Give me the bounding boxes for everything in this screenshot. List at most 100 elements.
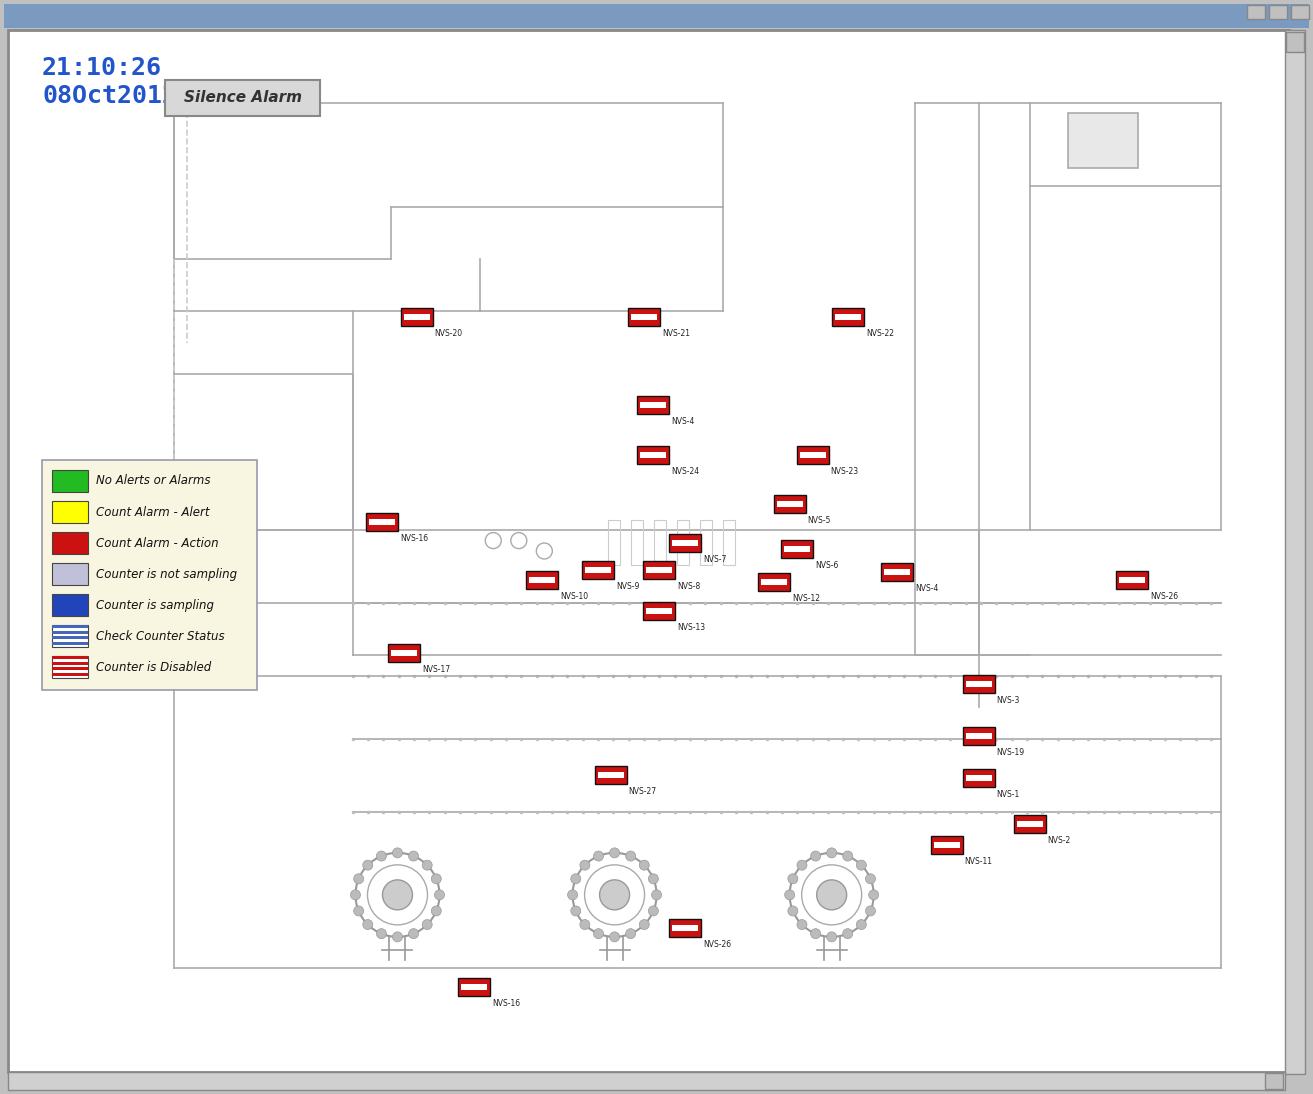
- Bar: [461, 984, 487, 990]
- Text: NVS-26: NVS-26: [702, 940, 731, 950]
- Text: NVS-7: NVS-7: [702, 555, 726, 563]
- Circle shape: [362, 920, 373, 930]
- Text: NVS-17: NVS-17: [421, 665, 450, 674]
- Text: NVS-4: NVS-4: [915, 584, 939, 593]
- Circle shape: [377, 851, 386, 861]
- Text: 08Oct2012: 08Oct2012: [42, 84, 177, 108]
- Bar: [776, 501, 802, 508]
- Circle shape: [377, 929, 386, 939]
- Bar: [53, 656, 88, 660]
- Bar: [53, 631, 88, 633]
- Bar: [165, 81, 319, 115]
- Bar: [1116, 571, 1148, 590]
- Circle shape: [827, 848, 836, 858]
- Bar: [1268, 5, 1287, 19]
- Bar: [758, 573, 790, 591]
- Circle shape: [609, 848, 620, 858]
- Circle shape: [435, 889, 445, 900]
- Bar: [53, 501, 88, 523]
- Bar: [1285, 32, 1304, 53]
- Bar: [965, 733, 991, 740]
- Bar: [387, 644, 420, 662]
- Text: NVS-16: NVS-16: [492, 999, 520, 1008]
- Circle shape: [856, 860, 867, 870]
- Bar: [597, 772, 624, 778]
- Bar: [53, 637, 88, 639]
- Text: Counter is Disabled: Counter is Disabled: [96, 661, 211, 674]
- Circle shape: [571, 906, 580, 916]
- Bar: [53, 626, 88, 628]
- Circle shape: [571, 874, 580, 884]
- Circle shape: [393, 932, 403, 942]
- Bar: [369, 519, 395, 525]
- Circle shape: [797, 860, 807, 870]
- Bar: [637, 446, 668, 464]
- Text: NVS-21: NVS-21: [662, 328, 689, 338]
- Text: NVS-20: NVS-20: [435, 328, 462, 338]
- Text: NVS-16: NVS-16: [400, 534, 428, 543]
- Bar: [700, 520, 712, 565]
- Bar: [668, 919, 701, 938]
- Text: Counter is sampling: Counter is sampling: [96, 598, 214, 612]
- Text: Count Alarm - Action: Count Alarm - Action: [96, 537, 219, 549]
- Circle shape: [817, 880, 847, 910]
- Circle shape: [827, 932, 836, 942]
- Bar: [962, 728, 994, 745]
- Bar: [53, 532, 88, 555]
- Circle shape: [353, 906, 364, 916]
- Bar: [672, 926, 697, 931]
- Bar: [628, 307, 660, 326]
- Circle shape: [353, 874, 364, 884]
- Circle shape: [567, 889, 578, 900]
- Bar: [1291, 5, 1309, 19]
- Bar: [595, 766, 626, 784]
- Circle shape: [382, 880, 412, 910]
- Text: NVS-12: NVS-12: [792, 594, 821, 603]
- Text: NVS-19: NVS-19: [997, 748, 1024, 757]
- Circle shape: [785, 889, 794, 900]
- Bar: [165, 80, 320, 116]
- Bar: [965, 682, 991, 687]
- Bar: [42, 459, 257, 690]
- Text: Silence Alarm: Silence Alarm: [184, 91, 302, 105]
- Circle shape: [843, 929, 852, 939]
- Bar: [529, 578, 555, 583]
- Bar: [165, 80, 320, 116]
- Text: NVS-4: NVS-4: [671, 417, 695, 427]
- Bar: [525, 571, 558, 590]
- Circle shape: [593, 929, 604, 939]
- Bar: [797, 446, 829, 464]
- Bar: [458, 978, 490, 996]
- Text: NVS-26: NVS-26: [1150, 592, 1178, 602]
- Bar: [784, 546, 810, 551]
- Circle shape: [788, 906, 798, 916]
- Text: NVS-8: NVS-8: [678, 582, 701, 591]
- Circle shape: [788, 874, 798, 884]
- Bar: [1285, 30, 1305, 1074]
- Circle shape: [580, 860, 590, 870]
- Bar: [582, 561, 614, 579]
- Circle shape: [639, 860, 649, 870]
- Bar: [884, 569, 910, 574]
- Text: NVS-5: NVS-5: [807, 516, 831, 525]
- Circle shape: [580, 920, 590, 930]
- Bar: [53, 470, 88, 492]
- Text: NVS-1: NVS-1: [997, 790, 1020, 799]
- Bar: [931, 836, 962, 853]
- Bar: [400, 307, 433, 326]
- Bar: [586, 567, 611, 573]
- Circle shape: [408, 929, 419, 939]
- Bar: [4, 4, 1309, 28]
- Text: NVS-10: NVS-10: [559, 592, 588, 602]
- Circle shape: [393, 848, 403, 858]
- Bar: [678, 520, 689, 565]
- Circle shape: [810, 929, 821, 939]
- Circle shape: [626, 929, 635, 939]
- Bar: [832, 307, 864, 326]
- Text: NVS-2: NVS-2: [1048, 836, 1071, 845]
- Circle shape: [856, 920, 867, 930]
- Text: Count Alarm - Alert: Count Alarm - Alert: [96, 505, 210, 519]
- Bar: [668, 534, 701, 551]
- Bar: [53, 656, 88, 678]
- Text: NVS-27: NVS-27: [629, 787, 656, 796]
